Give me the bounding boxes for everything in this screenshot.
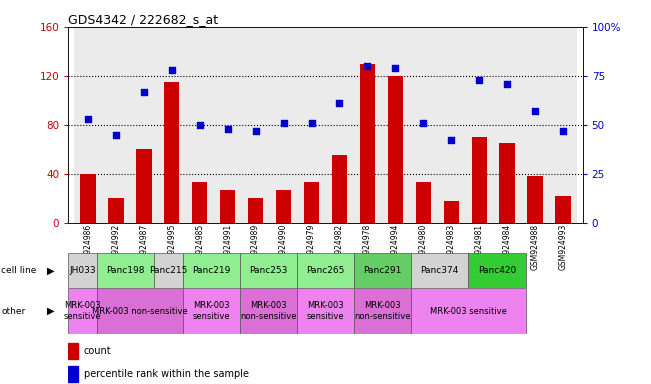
Bar — [555, 196, 571, 223]
Bar — [270, 27, 298, 223]
Bar — [353, 27, 381, 223]
Text: MRK-003 sensitive: MRK-003 sensitive — [430, 306, 506, 316]
Bar — [354, 253, 411, 288]
Point — [362, 63, 372, 69]
Bar — [242, 27, 270, 223]
Point — [83, 116, 93, 122]
Bar — [549, 27, 577, 223]
Point — [167, 67, 177, 73]
Text: Panc215: Panc215 — [149, 266, 187, 275]
Bar — [186, 27, 214, 223]
Bar — [158, 27, 186, 223]
Bar — [388, 76, 403, 223]
Point — [251, 127, 261, 134]
Bar — [97, 288, 183, 334]
Text: other: other — [1, 306, 25, 316]
Text: MRK-003
non-sensitive: MRK-003 non-sensitive — [354, 301, 411, 321]
Text: MRK-003 non-sensitive: MRK-003 non-sensitive — [92, 306, 187, 316]
Text: Panc291: Panc291 — [363, 266, 402, 275]
Bar — [521, 27, 549, 223]
Bar — [304, 182, 319, 223]
Bar — [468, 253, 525, 288]
Bar — [192, 182, 208, 223]
Bar — [214, 27, 242, 223]
Text: Panc265: Panc265 — [307, 266, 344, 275]
Bar — [220, 190, 236, 223]
Bar — [437, 27, 465, 223]
Bar — [465, 27, 493, 223]
Bar — [183, 253, 240, 288]
Text: Panc420: Panc420 — [478, 266, 516, 275]
Bar — [471, 137, 487, 223]
Bar — [499, 143, 515, 223]
Bar — [297, 288, 354, 334]
Bar — [130, 27, 158, 223]
Point — [418, 120, 428, 126]
Bar — [381, 27, 409, 223]
Point — [446, 137, 456, 144]
Text: Panc219: Panc219 — [192, 266, 230, 275]
Bar — [108, 198, 124, 223]
Point — [334, 100, 344, 106]
Bar — [493, 27, 521, 223]
Bar — [298, 27, 326, 223]
Bar — [326, 27, 353, 223]
Bar — [68, 253, 97, 288]
Point — [307, 120, 317, 126]
Bar — [411, 288, 525, 334]
Point — [279, 120, 289, 126]
Point — [558, 127, 568, 134]
Point — [195, 122, 205, 128]
Bar — [360, 64, 375, 223]
Bar — [415, 182, 431, 223]
Text: JH033: JH033 — [69, 266, 96, 275]
Bar — [68, 288, 97, 334]
Bar — [164, 82, 180, 223]
Bar — [332, 156, 347, 223]
Bar — [102, 27, 130, 223]
Text: MRK-003
sensitive: MRK-003 sensitive — [307, 301, 344, 321]
Text: Panc374: Panc374 — [421, 266, 459, 275]
Point — [139, 88, 149, 94]
Bar — [248, 198, 263, 223]
Text: percentile rank within the sample: percentile rank within the sample — [84, 369, 249, 379]
Bar — [183, 288, 240, 334]
Bar — [68, 366, 77, 382]
Bar — [411, 253, 468, 288]
Text: MRK-003
sensitive: MRK-003 sensitive — [64, 301, 102, 321]
Text: ▶: ▶ — [47, 266, 55, 276]
Point — [111, 131, 121, 138]
Bar — [276, 190, 291, 223]
Bar — [136, 149, 152, 223]
Point — [223, 126, 233, 132]
Text: Panc198: Panc198 — [106, 266, 145, 275]
Bar — [97, 253, 154, 288]
Text: MRK-003
sensitive: MRK-003 sensitive — [193, 301, 230, 321]
Text: GDS4342 / 222682_s_at: GDS4342 / 222682_s_at — [68, 13, 219, 26]
Bar — [68, 343, 77, 359]
Bar — [527, 176, 543, 223]
Bar — [409, 27, 437, 223]
Bar — [297, 253, 354, 288]
Point — [530, 108, 540, 114]
Text: Panc253: Panc253 — [249, 266, 288, 275]
Bar — [240, 253, 297, 288]
Point — [390, 65, 400, 71]
Bar — [154, 253, 183, 288]
Bar — [443, 201, 459, 223]
Text: ▶: ▶ — [47, 306, 55, 316]
Bar — [354, 288, 411, 334]
Text: MRK-003
non-sensitive: MRK-003 non-sensitive — [240, 301, 297, 321]
Text: count: count — [84, 346, 111, 356]
Point — [474, 77, 484, 83]
Bar — [240, 288, 297, 334]
Point — [502, 81, 512, 87]
Bar — [74, 27, 102, 223]
Text: cell line: cell line — [1, 266, 36, 275]
Bar — [80, 174, 96, 223]
